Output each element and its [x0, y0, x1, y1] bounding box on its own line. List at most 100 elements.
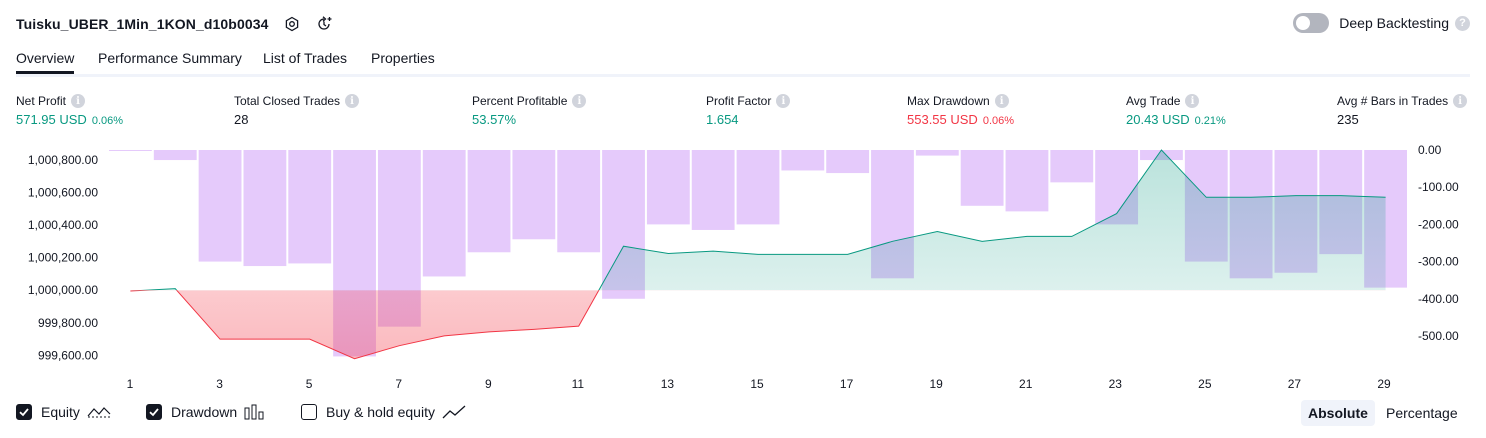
x-axis-tick-label: 15 [750, 377, 764, 391]
drawdown-checkbox[interactable] [146, 404, 162, 420]
metric-label: Max Drawdown [907, 94, 990, 108]
metric-value: 571.95 USD [16, 112, 87, 127]
legend-buy-hold-equity[interactable]: Buy & hold equity [301, 404, 466, 420]
drawdown-bar [1050, 150, 1093, 182]
drawdown-bar [243, 150, 286, 266]
left-axis-tick-label: 1,000,800.00 [28, 153, 98, 167]
metric-percent: 0.06% [92, 115, 123, 127]
metric-avg-bars-in-trades: Avg # Bars in Trades i 235 [1337, 94, 1467, 127]
drawdown-bar [468, 150, 511, 252]
right-axis-tick-label: -100.00 [1418, 180, 1459, 194]
x-axis-tick-label: 21 [1019, 377, 1033, 391]
metric-value: 1.654 [706, 112, 739, 127]
info-icon[interactable]: i [776, 94, 790, 108]
deep-backtesting-toggle[interactable] [1293, 13, 1329, 33]
tab-list-of-trades[interactable]: List of Trades [263, 50, 347, 72]
strategy-title: Tuisku_UBER_1Min_1KON_d10b0034 [16, 16, 269, 32]
metric-percent: 0.21% [1195, 115, 1226, 127]
equity-drawdown-chart: 1,000,800.00 1,000,600.00 1,000,400.00 1,00… [0, 140, 1486, 396]
drawdown-bar [512, 150, 555, 239]
legend-equity-label: Equity [41, 404, 80, 420]
drawdown-bar [916, 150, 959, 156]
drawdown-bar [288, 150, 331, 263]
metric-total-closed-trades: Total Closed Trades i 28 [234, 94, 359, 127]
metric-label: Total Closed Trades [234, 94, 340, 108]
tab-properties[interactable]: Properties [371, 50, 435, 72]
tab-performance-summary[interactable]: Performance Summary [98, 50, 242, 72]
metric-label: Avg Trade [1126, 94, 1180, 108]
x-axis-tick-label: 3 [216, 377, 223, 391]
drawdown-bar [647, 150, 690, 224]
drawdown-bars-icon [244, 404, 266, 420]
x-axis-tick-label: 25 [1198, 377, 1212, 391]
metric-value: 553.55 USD [907, 112, 978, 127]
x-axis-tick-label: 29 [1377, 377, 1391, 391]
left-axis-tick-label: 1,000,200.00 [28, 251, 98, 265]
drawdown-bar [692, 150, 735, 230]
x-axis-tick-label: 17 [840, 377, 854, 391]
x-axis-tick-label: 19 [929, 377, 943, 391]
metric-max-drawdown: Max Drawdown i 553.55 USD 0.06% [907, 94, 1014, 127]
metric-value: 20.43 USD [1126, 112, 1190, 127]
deep-backtesting: Deep Backtesting ? [1293, 13, 1470, 33]
drawdown-bar [109, 150, 152, 151]
info-icon[interactable]: i [995, 94, 1009, 108]
metric-label: Percent Profitable [472, 94, 567, 108]
drawdown-bar [557, 150, 600, 252]
info-icon[interactable]: i [572, 94, 586, 108]
left-axis-tick-label: 999,800.00 [38, 316, 98, 330]
deep-backtesting-label: Deep Backtesting [1339, 15, 1449, 31]
drawdown-bar [1006, 150, 1049, 211]
metric-percent: 0.06% [983, 115, 1014, 127]
x-axis-tick-label: 5 [306, 377, 313, 391]
left-axis-tick-label: 1,000,600.00 [28, 185, 98, 199]
drawdown-bar [826, 150, 869, 173]
buy-hold-checkbox[interactable] [301, 404, 317, 420]
metric-label: Avg # Bars in Trades [1337, 94, 1448, 108]
info-icon[interactable]: i [1185, 94, 1199, 108]
info-icon[interactable]: i [71, 94, 85, 108]
absolute-mode-button[interactable]: Absolute [1301, 400, 1375, 426]
drawdown-bar [154, 150, 197, 160]
drawdown-bar [737, 150, 780, 224]
metric-net-profit: Net Profit i 571.95 USD 0.06% [16, 94, 123, 127]
drawdown-bar [199, 150, 242, 262]
x-axis-tick-label: 9 [485, 377, 492, 391]
help-icon[interactable]: ? [1455, 16, 1470, 31]
settings-icon[interactable] [283, 15, 301, 33]
x-axis-tick-label: 27 [1288, 377, 1302, 391]
legend-equity[interactable]: Equity [16, 404, 111, 420]
right-axis-tick-label: -500.00 [1418, 329, 1459, 343]
metric-label: Profit Factor [706, 94, 771, 108]
left-axis-tick-label: 1,000,000.00 [28, 283, 98, 297]
x-axis-tick-label: 7 [395, 377, 402, 391]
metric-value: 235 [1337, 112, 1359, 127]
tab-bar: Overview Performance Summary List of Tra… [16, 48, 1470, 77]
metric-label: Net Profit [16, 94, 66, 108]
info-icon[interactable]: i [1453, 94, 1467, 108]
info-icon[interactable]: i [345, 94, 359, 108]
drawdown-bar [781, 150, 824, 170]
drawdown-bar [423, 150, 466, 276]
left-axis-tick-label: 1,000,400.00 [28, 218, 98, 232]
legend-drawdown-label: Drawdown [171, 404, 237, 420]
equity-line-icon [87, 404, 111, 420]
right-axis-tick-label: -200.00 [1418, 217, 1459, 231]
legend-drawdown[interactable]: Drawdown [146, 404, 266, 420]
metric-profit-factor: Profit Factor i 1.654 [706, 94, 790, 127]
right-axis-tick-label: 0.00 [1418, 143, 1442, 157]
right-axis-tick-label: -300.00 [1418, 255, 1459, 269]
x-axis-tick-label: 11 [572, 377, 585, 391]
left-axis-tick-label: 999,600.00 [38, 348, 98, 362]
drawdown-bar [961, 150, 1004, 206]
right-axis-tick-label: -400.00 [1418, 292, 1459, 306]
equity-checkbox[interactable] [16, 404, 32, 420]
metric-value: 53.57% [472, 112, 516, 127]
legend-buy-hold-label: Buy & hold equity [326, 404, 435, 420]
metric-value: 28 [234, 112, 248, 127]
percentage-mode-button[interactable]: Percentage [1379, 400, 1465, 426]
refresh-alert-icon[interactable] [315, 15, 333, 33]
strategy-header: Tuisku_UBER_1Min_1KON_d10b0034 [16, 12, 333, 36]
metric-avg-trade: Avg Trade i 20.43 USD 0.21% [1126, 94, 1226, 127]
tab-overview[interactable]: Overview [16, 50, 74, 74]
